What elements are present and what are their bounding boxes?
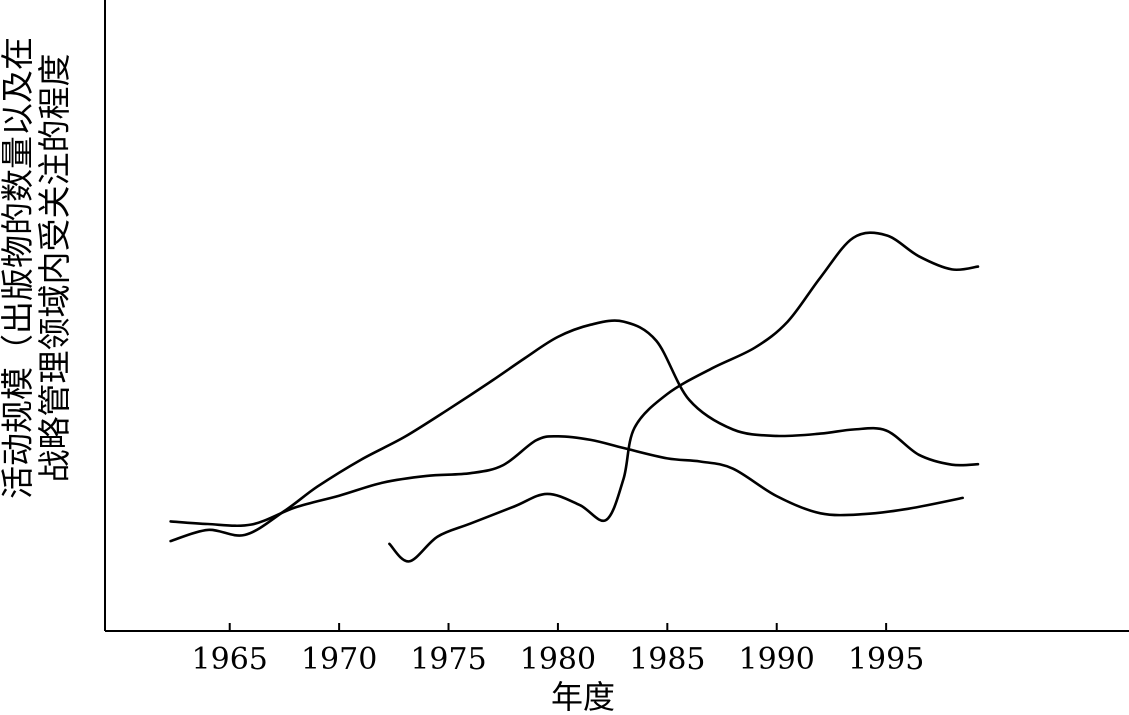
series-group: [169, 231, 980, 563]
series-line-3: [388, 231, 980, 563]
x-tick-label: 1965: [192, 642, 268, 677]
x-axis-label: 年度: [551, 678, 615, 715]
series-line-2: [169, 434, 964, 528]
x-tick-label: 1990: [739, 642, 815, 677]
x-tick-label: 1975: [410, 642, 486, 677]
y-axis-label-line-1: 活动规模（出版物的数量以及在: [0, 37, 37, 499]
x-tick-label: 1980: [520, 642, 596, 677]
x-tick-label: 1985: [629, 642, 705, 677]
y-axis-label-line-2: 战略管理领域内受关注的程度: [35, 54, 74, 483]
x-ticks: 1965 1970 1975 1980 1985 1990 1995: [192, 623, 924, 677]
series-line-1: [169, 319, 980, 543]
x-tick-label: 1970: [301, 642, 377, 677]
y-axis-label: 活动规模（出版物的数量以及在 战略管理领域内受关注的程度: [0, 37, 74, 499]
x-tick-label: 1995: [848, 642, 924, 677]
